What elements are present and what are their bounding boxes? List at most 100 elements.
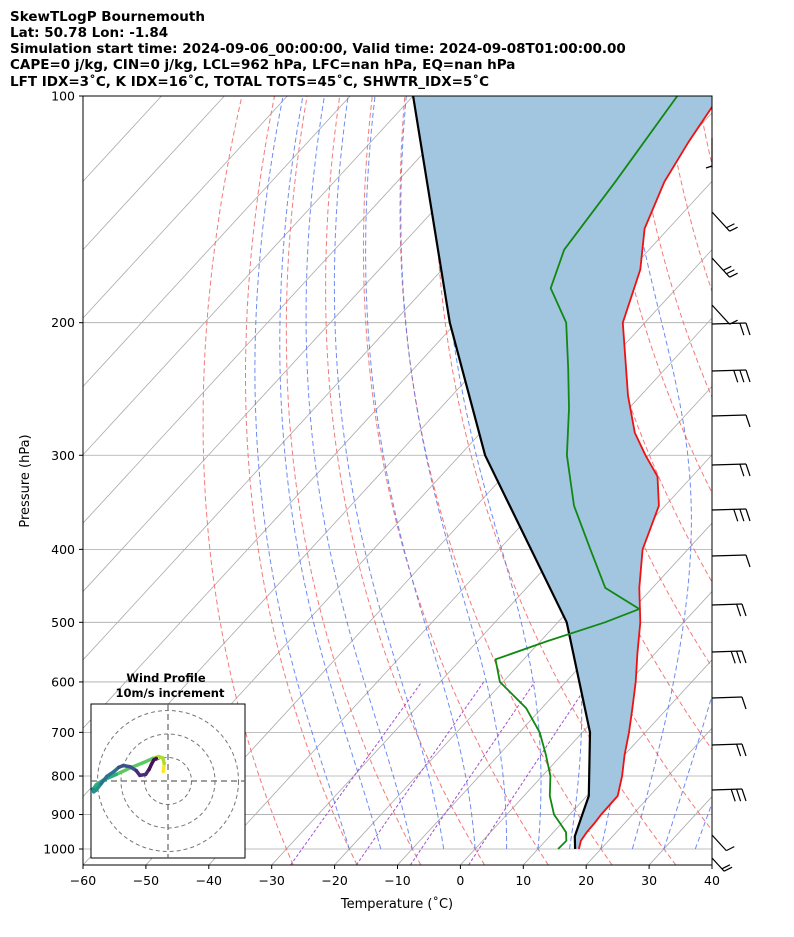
hodograph-title: Wind Profile xyxy=(126,671,206,685)
barb-feather xyxy=(745,369,751,383)
barb-feather xyxy=(726,269,735,275)
isotherm--120 xyxy=(83,96,414,456)
isotherm--100 xyxy=(83,96,540,593)
barb-feather xyxy=(726,846,735,852)
barb-staff xyxy=(711,743,743,746)
dry-adiabat-120 xyxy=(731,96,794,865)
x-tick-label: 40 xyxy=(704,873,720,888)
barb-staff xyxy=(711,211,731,232)
barb-feather xyxy=(730,789,736,802)
x-tick-label: −40 xyxy=(196,873,222,888)
wind-barb xyxy=(711,834,735,852)
barb-feather xyxy=(729,226,738,232)
barb-feather xyxy=(739,463,745,477)
wind-barbs xyxy=(705,138,751,872)
x-tick-label: 20 xyxy=(578,873,594,888)
x-tick-label: 10 xyxy=(515,873,531,888)
barb-staff xyxy=(711,554,747,557)
y-tick-label: 300 xyxy=(51,448,75,463)
hodograph-plot xyxy=(91,704,245,858)
hodograph-ring xyxy=(97,710,239,852)
hodograph-segment xyxy=(114,766,131,777)
dry-adiabat--30 xyxy=(202,96,294,865)
moist-adiabat-30 xyxy=(663,693,712,850)
barb-staff xyxy=(711,463,747,466)
wind-barb xyxy=(711,554,751,568)
barb-staff xyxy=(711,304,731,325)
x-tick-label: 0 xyxy=(456,873,464,888)
barb-feather xyxy=(723,866,733,872)
barb-feather xyxy=(736,603,742,617)
profile-lines xyxy=(412,96,712,850)
isotherm--140 xyxy=(83,96,288,319)
mixing-ratio-0.004 xyxy=(468,681,590,865)
wind-barb xyxy=(711,857,733,872)
barb-feather xyxy=(739,322,745,336)
y-tick-label: 600 xyxy=(51,674,75,689)
cape-cin-shading xyxy=(413,96,712,849)
barb-feather xyxy=(745,508,751,522)
barb-staff xyxy=(711,650,743,653)
wind-barb xyxy=(711,304,738,325)
y-tick-label: 700 xyxy=(51,725,75,740)
barb-staff xyxy=(711,834,727,852)
wind-barb xyxy=(711,696,747,710)
isotherm--10 xyxy=(397,522,712,865)
dewpoint-line xyxy=(494,96,679,850)
y-tick-label: 900 xyxy=(51,807,75,822)
x-tick-label: −10 xyxy=(384,873,410,888)
barb-feather xyxy=(741,603,747,617)
moist-adiabat--10 xyxy=(305,96,413,850)
x-tick-label: −20 xyxy=(321,873,347,888)
barb-staff xyxy=(711,696,743,699)
y-tick-label: 1000 xyxy=(43,842,75,857)
barb-feather xyxy=(745,322,751,336)
wind-barb xyxy=(711,369,751,383)
wind-barb xyxy=(711,414,751,428)
isotherm--20 xyxy=(334,454,712,865)
dry-adiabat--20 xyxy=(245,96,358,865)
barb-feather xyxy=(721,864,731,870)
y-tick-label: 200 xyxy=(51,315,75,330)
barb-feather xyxy=(722,265,732,271)
barb-feather xyxy=(726,223,735,229)
hodograph-segment xyxy=(152,756,158,762)
wind-barb xyxy=(711,788,747,802)
moist-adiabat--20 xyxy=(254,96,350,850)
dry-adiabat-90 xyxy=(632,96,712,399)
wind-barb xyxy=(711,463,751,477)
barb-staff xyxy=(711,603,743,606)
y-tick-label: 800 xyxy=(51,769,75,784)
dry-adiabat-130 xyxy=(763,96,794,865)
isotherm--110 xyxy=(83,96,477,524)
barb-feather xyxy=(745,463,751,477)
isotherm-20 xyxy=(585,727,712,865)
cin-shaded-area xyxy=(413,96,712,849)
wind-barb xyxy=(711,650,747,664)
title-line-5: LFT IDX=3˚C, K IDX=16˚C, TOTAL TOTS=45˚C… xyxy=(10,73,489,90)
mixing-ratio-0.002 xyxy=(409,681,536,865)
barb-feather xyxy=(739,508,745,522)
y-tick-label: 100 xyxy=(51,89,75,104)
wind-barb xyxy=(711,211,738,232)
barb-feather xyxy=(733,509,739,522)
x-tick-label: −30 xyxy=(259,873,285,888)
isotherm--130 xyxy=(83,96,351,388)
isotherm-40 xyxy=(711,864,712,865)
dry-adiabat-10 xyxy=(362,96,549,865)
barb-staff xyxy=(711,257,731,278)
figure-title: SkewTLogP Bournemouth Lat: 50.78 Lon: -1… xyxy=(10,9,626,90)
barb-staff xyxy=(711,508,747,511)
moist-adiabat-40 xyxy=(727,89,794,849)
y-axis-label: Pressure (hPa) xyxy=(18,434,33,527)
barb-feather xyxy=(705,165,713,169)
wind-barb xyxy=(711,257,738,278)
dry-adiabat-70 xyxy=(567,96,712,583)
y-tick-label: 500 xyxy=(51,615,75,630)
x-tick-label: −60 xyxy=(70,873,96,888)
wind-barb xyxy=(711,322,751,336)
hodograph-subtitle: 10m/s increment xyxy=(116,686,225,700)
barb-feather xyxy=(729,272,738,278)
barb-feather xyxy=(745,414,751,428)
dry-adiabat-100 xyxy=(665,96,712,293)
